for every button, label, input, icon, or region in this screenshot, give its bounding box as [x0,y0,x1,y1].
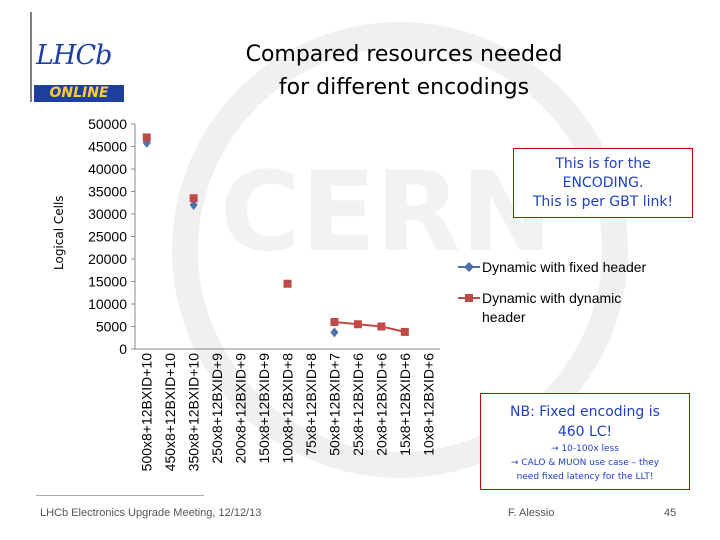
y-tick-label: 25000 [88,229,127,245]
data-point-dynamic-header [142,133,151,142]
x-tick-label: 20x8+12BXID+6 [373,353,389,456]
title-line-1: Compared resources needed [245,42,563,67]
y-tick-label: 45000 [88,139,127,155]
slide-title: Compared resources needed for different … [200,38,608,104]
data-point-fixed-header [189,200,198,210]
data-point-dynamic-header [283,279,292,288]
encoding-note: This is for the ENCODING. This is per GB… [513,148,693,218]
data-point-dynamic-header [377,322,386,331]
x-tick-label: 25x8+12BXID+6 [350,353,366,456]
logo-lhcb-text: LHCb [36,40,112,71]
y-tick-label: 40000 [88,161,127,177]
y-tick-label: 35000 [88,184,127,200]
header-rule [30,12,32,102]
y-tick-label: 5000 [96,319,127,335]
data-point-dynamic-header [330,318,339,326]
data-point-dynamic-header [400,327,409,336]
legend-item-dynamic-header: Dynamic with dynamic header [458,289,658,327]
legend-label-dynamic: Dynamic with dynamic header [482,290,622,325]
x-tick-label: 250x8+12BXID+9 [209,353,225,464]
fixed-note-line-2: 460 LC! [557,424,613,440]
fixed-note-line-4: → CALO & MUON use case – they [510,458,660,468]
x-tick-label: 200x8+12BXID+9 [233,353,249,464]
encoding-note-line-2: ENCODING. [562,175,644,191]
chart-legend: Dynamic with fixed header Dynamic with d… [458,258,658,339]
y-tick-label: 15000 [88,274,127,290]
fixed-encoding-note: NB: Fixed encoding is 460 LC! → 10-100x … [480,393,690,490]
x-tick-label: 350x8+12BXID+10 [186,353,202,472]
x-tick-label: 50x8+12BXID+7 [326,353,342,456]
lhcb-online-logo: LHCb ONLINE [34,36,124,104]
x-tick-label: 450x8+12BXID+10 [162,353,178,472]
x-tick-label: 10x8+12BXID+6 [420,353,436,456]
y-tick-label: 30000 [88,206,127,222]
x-tick-label: 15x8+12BXID+6 [397,353,413,456]
encoding-note-line-1: This is for the [555,156,651,172]
logo-online-text: ONLINE [34,85,124,102]
fixed-note-line-1: NB: Fixed encoding is [510,404,660,420]
title-line-2: for different encodings [278,75,530,100]
slide-number: 45 [664,507,677,519]
data-point-dynamic-header [353,320,362,329]
y-tick-label: 20000 [88,251,127,267]
y-tick-label: 10000 [88,296,127,312]
data-point-dynamic-header [189,194,198,203]
x-tick-label: 150x8+12BXID+9 [256,353,272,464]
y-tick-label: 0 [119,341,127,357]
x-tick-label: 500x8+12BXID+10 [139,353,155,472]
legend-swatch-fixed [458,262,480,272]
x-tick-label: 75x8+12BXID+8 [303,353,319,456]
legend-swatch-dynamic [458,294,480,302]
footer-author: F. Alessio [508,507,555,519]
encoding-note-line-3: This is per GBT link! [532,194,674,210]
fixed-note-line-3: → 10-100x less [551,444,619,454]
x-tick-label: 100x8+12BXID+8 [280,353,296,464]
footer-rule [36,495,204,496]
footer-meeting: LHCb Electronics Upgrade Meeting, 12/12/… [40,507,262,519]
fixed-note-line-5: need fixed latency for the LLT! [516,472,654,482]
data-point-fixed-header [330,327,339,338]
y-tick-label: 50000 [88,116,127,132]
legend-item-fixed-header: Dynamic with fixed header [458,258,658,277]
legend-label-fixed: Dynamic with fixed header [482,259,647,275]
